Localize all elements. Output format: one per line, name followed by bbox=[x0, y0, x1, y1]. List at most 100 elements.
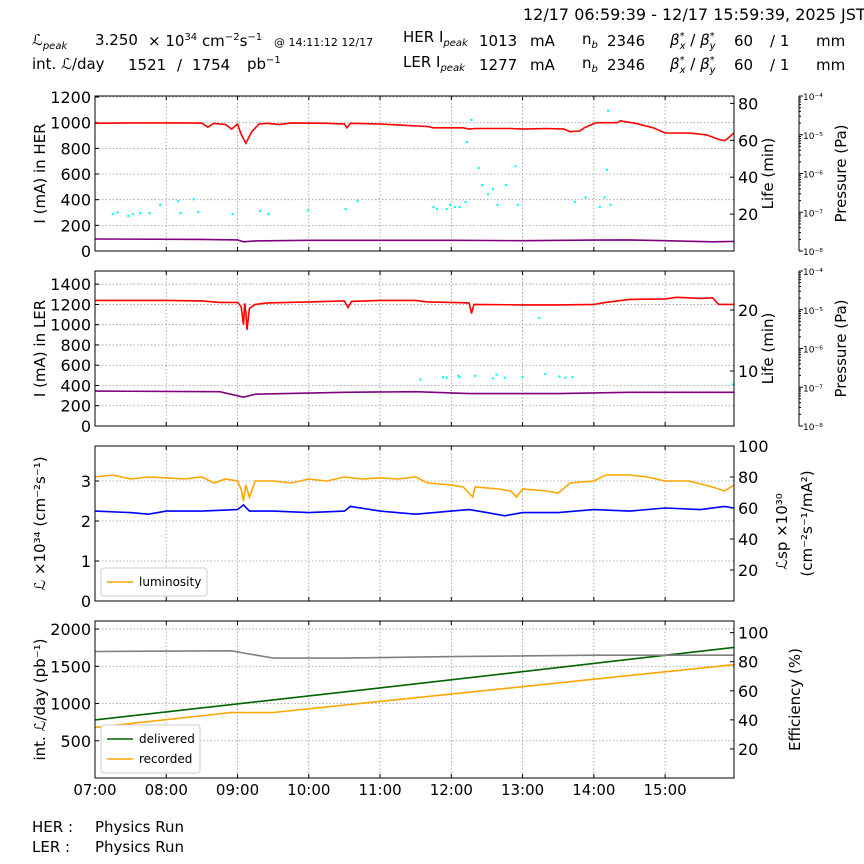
x-tick-label: 10:00 bbox=[287, 781, 330, 799]
y2-tick-label: 80 bbox=[738, 653, 758, 672]
ler-beta-unit: mm bbox=[816, 56, 846, 74]
her-beta-x: 60 bbox=[734, 32, 754, 50]
y2-tick-label: 100 bbox=[738, 624, 769, 643]
scatter-point bbox=[258, 209, 262, 213]
scatter-point bbox=[491, 377, 495, 380]
scatter-point bbox=[127, 214, 130, 218]
scatter-point bbox=[432, 205, 435, 209]
her-nb-value: 2346 bbox=[607, 32, 646, 50]
y-tick-label: 1200 bbox=[50, 88, 91, 107]
scatter-point bbox=[609, 203, 612, 207]
pressure-tick-label: 10⁻⁷ bbox=[803, 384, 823, 394]
scatter-point bbox=[571, 375, 574, 379]
y-axis-label: int. ℒ/day (pb⁻¹) bbox=[31, 639, 49, 761]
scatter-point bbox=[116, 211, 119, 214]
scatter-point bbox=[111, 212, 115, 216]
her-beta-y: / 1 bbox=[770, 32, 790, 50]
her-beta-unit: mm bbox=[816, 32, 846, 50]
scatter-point bbox=[477, 166, 480, 170]
y-tick-label: 0 bbox=[81, 592, 91, 611]
scatter-point bbox=[543, 372, 547, 376]
x-tick-label: 07:00 bbox=[73, 781, 116, 799]
scatter-point bbox=[419, 378, 422, 381]
pressure-axis-label: Pressure (Pa) bbox=[832, 299, 850, 397]
ler-beta-y: / 1 bbox=[770, 56, 790, 74]
scatter-point bbox=[267, 212, 270, 216]
her-peak-value: 1013 bbox=[479, 32, 518, 50]
x-tick-label: 08:00 bbox=[145, 781, 188, 799]
y-tick-label: 600 bbox=[60, 356, 91, 375]
pressure-tick-label: 10⁻⁴ bbox=[803, 93, 823, 103]
y2-axis-label-unit: (cm⁻²s⁻¹/mA²) bbox=[798, 470, 816, 576]
lpeak-value: 3.250 bbox=[95, 31, 138, 49]
ler-peak-value: 1277 bbox=[479, 56, 518, 74]
y-tick-label: 1000 bbox=[50, 316, 91, 335]
int-lumi-delivered: 1754 bbox=[192, 56, 231, 74]
luminosity-line bbox=[95, 474, 734, 502]
delivered-line bbox=[95, 646, 734, 721]
scatter-point bbox=[584, 196, 587, 199]
y-tick-label: 800 bbox=[60, 336, 91, 355]
y2-tick-label: 20 bbox=[738, 740, 758, 759]
ler-status-label: LER : bbox=[32, 838, 71, 856]
pressure-tick-label: 10⁻⁵ bbox=[803, 307, 823, 317]
her-status-label: HER : bbox=[32, 818, 74, 836]
y-tick-label: 500 bbox=[60, 732, 91, 751]
y-tick-label: 400 bbox=[60, 376, 91, 395]
series-1-line bbox=[95, 296, 734, 330]
plot-frame bbox=[94, 95, 735, 252]
ler-beta-x: 60 bbox=[734, 56, 754, 74]
scatter-point bbox=[306, 209, 309, 212]
y-tick-label: 800 bbox=[60, 139, 91, 158]
scatter-point bbox=[179, 211, 182, 215]
scatter-point bbox=[491, 187, 495, 191]
plot-frame bbox=[94, 270, 735, 427]
y2-tick-label: 60 bbox=[738, 682, 758, 701]
legend-label: luminosity bbox=[139, 575, 201, 589]
y-axis-label: I (mA) in HER bbox=[31, 123, 49, 223]
scatter-point bbox=[564, 376, 567, 379]
scatter-point bbox=[231, 212, 234, 216]
pressure-tick-label: 10⁻⁶ bbox=[803, 346, 823, 356]
ler-nb-label: nb bbox=[582, 54, 598, 75]
pressure-tick-label: 10⁻⁸ bbox=[803, 248, 823, 258]
y-tick-label: 1000 bbox=[50, 114, 91, 133]
scatter-point bbox=[606, 109, 610, 112]
y2-tick-label: 40 bbox=[738, 711, 758, 730]
y-tick-label: 3 bbox=[81, 472, 91, 491]
y2-tick-label: 20 bbox=[738, 205, 758, 224]
panel-1: 0 200 400 600 800 1000 1200 20 40 60 80 I (mA) in H… bbox=[31, 88, 850, 261]
legend-box bbox=[100, 724, 201, 774]
scatter-point bbox=[605, 168, 609, 172]
scatter-point bbox=[521, 375, 524, 379]
pressure-tick-label: 10⁻⁴ bbox=[803, 268, 823, 278]
y-tick-label: 1400 bbox=[50, 275, 91, 294]
series-2-line bbox=[95, 238, 734, 243]
scatter-point bbox=[465, 140, 468, 144]
ler-nb-value: 2346 bbox=[607, 56, 646, 74]
scatter-point bbox=[445, 207, 448, 211]
scatter-point bbox=[458, 205, 461, 209]
pressure-axis-label: Pressure (Pa) bbox=[832, 124, 850, 222]
y-tick-label: 1 bbox=[81, 552, 91, 571]
lpeak-label: ℒpeak bbox=[32, 31, 68, 52]
lpeak-unit: × 1034 cm−2s−1 bbox=[148, 32, 263, 50]
pressure-tick-label: 10⁻⁸ bbox=[803, 423, 823, 433]
legend-box bbox=[100, 567, 208, 597]
y2-axis-label: Life (min) bbox=[759, 138, 777, 210]
y2-tick-label: 60 bbox=[738, 131, 758, 150]
scatter-point bbox=[192, 198, 195, 201]
scatter-point bbox=[573, 200, 577, 204]
int-lumi-unit: pb−1 bbox=[247, 55, 281, 73]
series-1-line bbox=[95, 119, 734, 145]
scatter-point bbox=[138, 211, 142, 215]
scatter-point bbox=[176, 199, 180, 203]
ler-status: Physics Run bbox=[95, 838, 185, 856]
scatter-point bbox=[496, 203, 499, 207]
scatter-point bbox=[441, 375, 445, 379]
scatter-point bbox=[503, 376, 506, 379]
time-range: 12/17 06:59:39 - 12/17 15:59:39, 2025 JS… bbox=[523, 5, 864, 24]
lpeak-time: @ 14:11:12 12/17 bbox=[274, 36, 374, 49]
